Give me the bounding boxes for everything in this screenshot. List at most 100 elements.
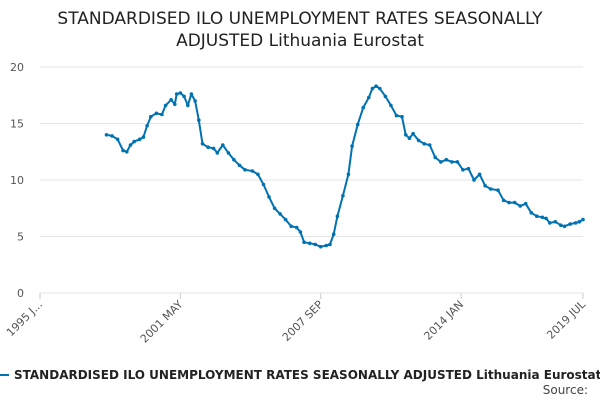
data-point[interactable] [261,182,266,187]
data-point[interactable] [568,222,572,226]
data-point[interactable] [488,187,493,191]
data-point[interactable] [169,98,173,102]
data-point[interactable] [250,169,255,173]
data-point[interactable] [182,94,186,99]
data-point[interactable] [461,168,465,172]
data-point[interactable] [496,188,500,192]
data-point[interactable] [173,102,177,107]
data-point[interactable] [237,163,242,168]
data-point[interactable] [370,86,375,91]
data-point[interactable] [466,166,471,171]
legend[interactable]: STANDARDISED ILO UNEMPLOYMENT RATES SEAS… [0,366,600,384]
data-point[interactable] [128,143,133,147]
data-point[interactable] [422,142,427,146]
data-point[interactable] [501,198,506,203]
data-point[interactable] [215,151,220,155]
legend-label: STANDARDISED ILO UNEMPLOYMENT RATES SEAS… [14,368,600,382]
data-point[interactable] [272,206,277,211]
data-point[interactable] [289,224,294,229]
data-point[interactable] [141,135,146,139]
data-point[interactable] [544,216,548,221]
data-point[interactable] [232,157,236,162]
data-point[interactable] [394,113,399,118]
data-point[interactable] [548,221,552,225]
data-point[interactable] [361,105,366,110]
data-point[interactable] [328,242,332,247]
data-point[interactable] [324,243,329,248]
data-point[interactable] [307,241,312,246]
data-point[interactable] [389,103,393,108]
data-point[interactable] [318,244,323,249]
data-point[interactable] [559,223,563,227]
data-point[interactable] [302,240,306,244]
data-point[interactable] [535,214,539,218]
data-point[interactable] [472,178,476,182]
data-point[interactable] [294,225,299,230]
data-point[interactable] [221,143,225,147]
data-point[interactable] [562,224,567,229]
data-point[interactable] [403,133,408,137]
data-point[interactable] [298,230,303,234]
data-point[interactable] [383,94,388,99]
data-point[interactable] [278,212,282,216]
data-point[interactable] [374,84,378,88]
data-point[interactable] [581,217,585,222]
data-point[interactable] [433,155,438,160]
data-point[interactable] [206,145,210,149]
data-point[interactable] [346,172,351,177]
data-point[interactable] [378,86,382,91]
data-point[interactable] [335,214,340,218]
data-point[interactable] [186,103,190,108]
data-point[interactable] [350,144,354,148]
data-point[interactable] [313,242,318,247]
data-point[interactable] [477,172,482,177]
data-point[interactable] [483,183,487,188]
data-point[interactable] [211,146,216,151]
data-point[interactable] [193,99,197,103]
data-point[interactable] [407,136,412,140]
data-point[interactable] [331,232,336,236]
data-point[interactable] [507,200,511,205]
data-point[interactable] [226,151,231,155]
data-point[interactable] [137,137,142,142]
data-point[interactable] [149,114,153,119]
data-point[interactable] [355,122,360,127]
data-point[interactable] [341,194,345,198]
data-point[interactable] [256,172,260,177]
data-point[interactable] [439,160,443,164]
data-point[interactable] [267,195,271,199]
data-point[interactable] [367,95,371,100]
data-point[interactable] [512,200,517,205]
data-point[interactable] [411,131,415,136]
data-point[interactable] [160,112,164,117]
data-point[interactable] [573,221,578,225]
data-point[interactable] [444,157,449,162]
data-point[interactable] [553,220,558,224]
data-point[interactable] [540,215,545,220]
data-point[interactable] [450,160,454,164]
data-point[interactable] [523,201,528,206]
data-point[interactable] [125,150,129,154]
data-point[interactable] [529,211,534,215]
data-point[interactable] [104,133,109,137]
data-point[interactable] [132,139,136,144]
data-point[interactable] [455,160,460,164]
data-point[interactable] [577,220,582,224]
data-point[interactable] [400,114,404,119]
data-point[interactable] [518,204,522,208]
data-point[interactable] [121,148,125,153]
data-point[interactable] [283,217,288,222]
data-point[interactable] [174,92,179,96]
data-point[interactable] [154,111,159,116]
data-point[interactable] [163,103,168,108]
data-point[interactable] [110,134,114,138]
data-point[interactable] [145,124,149,128]
data-point[interactable] [189,92,194,96]
data-point[interactable] [416,138,421,143]
data-point[interactable] [427,143,432,147]
data-point[interactable] [178,91,183,95]
data-point[interactable] [243,168,247,172]
data-point[interactable] [197,118,201,122]
data-point[interactable] [115,137,120,142]
data-point[interactable] [200,142,205,146]
